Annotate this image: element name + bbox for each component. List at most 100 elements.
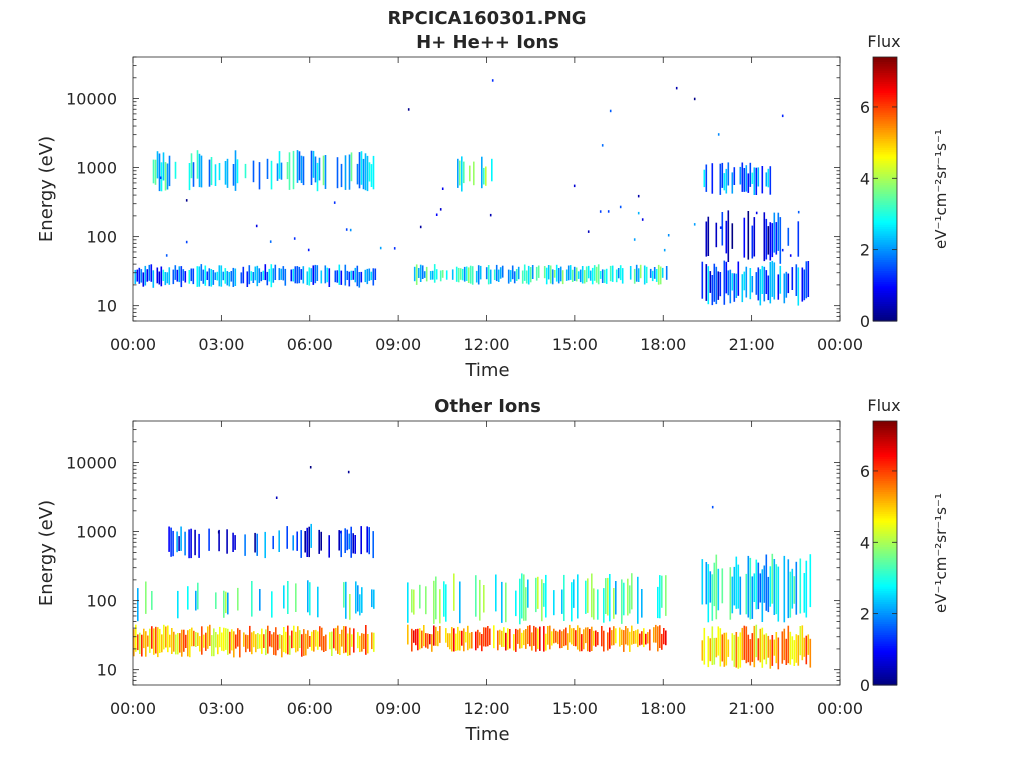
colorbar-tick-label: 6 (860, 462, 870, 481)
flux-cell (483, 167, 485, 185)
flux-cell (193, 630, 195, 647)
flux-cell (481, 634, 483, 652)
flux-cell (513, 271, 516, 284)
flux-cell (587, 578, 589, 613)
flux-cell (773, 212, 776, 253)
colorbar-step (873, 605, 897, 609)
colorbar-step (873, 310, 897, 313)
flux-cell (583, 629, 585, 650)
flux-cell (483, 627, 485, 647)
flux-cell (535, 627, 537, 652)
colorbar-step (873, 81, 897, 84)
flux-cell (253, 631, 255, 648)
colorbar-step (873, 645, 897, 649)
flux-cell (313, 630, 315, 652)
colorbar-step (873, 445, 897, 448)
colorbar-step (873, 246, 897, 249)
flux-cell (529, 625, 531, 647)
colorbar-step (873, 257, 897, 260)
flux-cell (352, 533, 354, 554)
colorbar-units: eV⁻¹cm⁻²sr⁻¹s⁻¹ (932, 493, 950, 613)
flux-cell (591, 267, 594, 285)
flux-cell (665, 266, 668, 280)
flux-cell (505, 632, 507, 651)
flux-cell (571, 269, 574, 282)
flux-cell (469, 265, 472, 284)
colorbar-step (873, 581, 897, 585)
panel-1: 00:00 03:00 06:00 09:00 12:00 15:00 18:00 21:00… (36, 396, 950, 745)
colorbar-step (873, 208, 897, 212)
flux-cell (723, 632, 726, 667)
flux-cell (735, 632, 738, 668)
colorbar-step (873, 96, 897, 100)
flux-cell (190, 268, 193, 282)
flux-cell (627, 578, 629, 616)
flux-cell (747, 634, 750, 663)
flux-cell (365, 625, 367, 655)
flux-cell (707, 216, 710, 256)
flux-cell (585, 266, 588, 283)
flux-cell (333, 201, 336, 204)
flux-cell (559, 266, 562, 282)
flux-cell (362, 158, 365, 190)
flux-cell (573, 266, 576, 281)
flux-cell (200, 155, 203, 188)
flux-cell (775, 632, 778, 664)
colorbar-step (873, 116, 897, 120)
flux-cell (543, 626, 545, 652)
flux-cell (224, 161, 227, 185)
colorbar-step (873, 592, 897, 596)
flux-cell (198, 533, 200, 558)
colorbar-step (873, 109, 897, 113)
colorbar-step (873, 608, 897, 611)
flux-cell (509, 270, 512, 282)
flux-cell (807, 634, 810, 655)
flux-cell (715, 222, 718, 248)
colorbar-step (873, 167, 897, 170)
flux-cell (366, 155, 369, 192)
flux-cell (302, 156, 305, 186)
flux-cell (537, 576, 539, 609)
flux-cell (417, 628, 419, 651)
flux-cell (433, 264, 436, 283)
flux-cell (739, 166, 742, 185)
flux-cell (653, 627, 655, 643)
flux-cell (344, 155, 347, 190)
colorbar-step (873, 173, 897, 177)
flux-cell (329, 632, 331, 650)
flux-cell (163, 624, 165, 650)
colorbar-tick-label: 4 (860, 533, 870, 552)
flux-cell (463, 266, 466, 282)
flux-cell (527, 265, 530, 285)
flux-cell (196, 266, 199, 287)
flux-cell (233, 631, 235, 658)
flux-cell (801, 625, 804, 661)
colorbar-step (873, 65, 897, 69)
flux-cell (371, 589, 373, 608)
flux-cell (257, 633, 259, 649)
flux-cell (348, 533, 350, 550)
flux-cell (419, 584, 421, 609)
colorbar-step (873, 432, 897, 435)
flux-cell (561, 631, 563, 648)
flux-cell (310, 268, 313, 282)
flux-cell (537, 265, 540, 278)
flux-cell (145, 581, 147, 614)
flux-cell (167, 625, 169, 653)
flux-cell (269, 240, 272, 243)
flux-cell (665, 575, 667, 616)
flux-cell (755, 624, 758, 658)
flux-cell (345, 581, 347, 619)
flux-cell (159, 176, 162, 179)
flux-cell (225, 628, 227, 650)
flux-cell (299, 630, 301, 648)
flux-cell (183, 629, 185, 652)
x-tick-label: 12:00 (463, 335, 509, 354)
flux-cell (367, 634, 369, 654)
flux-cell (747, 173, 750, 193)
flux-cell (519, 628, 521, 649)
colorbar-step (873, 252, 897, 256)
spectrogram (133, 466, 812, 670)
flux-cell (741, 627, 744, 661)
flux-cell (805, 261, 808, 299)
